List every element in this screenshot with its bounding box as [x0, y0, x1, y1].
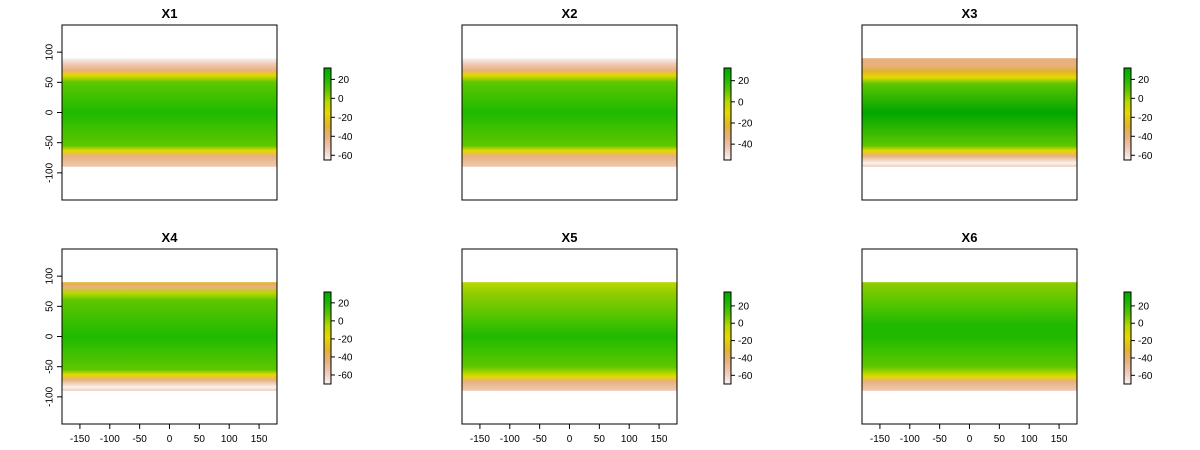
x-tick-label: 100: [1021, 434, 1038, 445]
legend-tick-label: -60: [738, 371, 753, 382]
x-tick-label: 150: [251, 434, 268, 445]
x-tick-label: 50: [994, 434, 1006, 445]
y-tick-label: 100: [45, 43, 56, 60]
heatmap-raster: [462, 58, 677, 167]
heatmap-raster: [862, 282, 1077, 391]
legend-tick-label: -20: [738, 336, 753, 347]
plot-frame: [461, 24, 678, 201]
legend-colorbar: [1123, 67, 1132, 161]
legend-colorbar: [323, 67, 332, 161]
y-tick-label: 50: [45, 76, 56, 88]
panel-X3: X3 20 0 -20 -40 -60: [861, 6, 1153, 201]
y-tick-label: 100: [45, 267, 56, 284]
x-tick-label: 150: [1051, 434, 1068, 445]
legend-tick-label: -40: [1138, 353, 1153, 364]
panel-X2: X2 20 0 -20 -40: [461, 6, 753, 201]
legend-colorbar: [323, 291, 332, 385]
legend-tick-label: -40: [738, 353, 753, 364]
x-tick-label: -50: [932, 434, 947, 445]
y-tick-label: -50: [45, 359, 56, 374]
x-tick-label: -50: [532, 434, 547, 445]
legend-tick-label: 0: [1138, 319, 1144, 330]
x-tick-label: 0: [167, 434, 173, 445]
x-tick-label: -150: [70, 434, 90, 445]
heatmap-raster: [62, 282, 277, 391]
legend-tick-label: 0: [738, 319, 744, 330]
legend-tick-label: 20: [1138, 75, 1150, 86]
panel-title: X4: [162, 230, 179, 245]
panel-title: X1: [162, 6, 178, 21]
x-tick-label: 0: [567, 434, 573, 445]
panel-title: X6: [962, 230, 978, 245]
y-tick-label: 50: [45, 300, 56, 312]
legend-tick-label: -60: [338, 151, 353, 162]
x-tick-label: 0: [967, 434, 973, 445]
panel-title: X3: [962, 6, 978, 21]
legend-tick-label: 20: [1138, 301, 1150, 312]
legend-colorbar: [723, 67, 732, 161]
panels: X1100500-50-100200-20-40-60X2200-20-40X3…: [45, 6, 1153, 445]
legend-tick-label: 0: [338, 316, 344, 327]
plot-frame: [861, 24, 1078, 201]
y-tick-label: 0: [45, 109, 56, 115]
legend-tick-label: 20: [738, 76, 750, 87]
x-tick-label: -150: [870, 434, 890, 445]
legend-tick-label: 0: [1138, 94, 1144, 105]
legend-tick-label: -60: [1138, 151, 1153, 162]
y-tick-label: 0: [45, 333, 56, 339]
x-tick-label: 100: [621, 434, 638, 445]
legend-tick-label: -20: [338, 113, 353, 124]
panel-title: X5: [562, 230, 578, 245]
x-tick-label: -150: [470, 434, 490, 445]
legend-tick-label: 20: [338, 298, 350, 309]
x-tick-label: -100: [100, 434, 120, 445]
x-tick-label: -100: [500, 434, 520, 445]
panel-X1: X1 100 50 0 -50 -100 20 0 -20 -40 -60: [45, 6, 353, 201]
legend-tick-label: -20: [338, 334, 353, 345]
legend-tick-label: 0: [738, 97, 744, 108]
legend-tick-label: -60: [338, 370, 353, 381]
y-tick-label: -100: [45, 162, 56, 182]
x-tick-label: -50: [132, 434, 147, 445]
legend-tick-label: -20: [1138, 113, 1153, 124]
x-tick-label: 100: [221, 434, 238, 445]
x-tick-label: 50: [594, 434, 606, 445]
legend-tick-label: -20: [1138, 336, 1153, 347]
heatmap-raster: [462, 282, 677, 391]
panel-title: X2: [562, 6, 578, 21]
x-tick-label: 150: [651, 434, 668, 445]
legend-tick-label: -40: [338, 132, 353, 143]
legend-tick-label: 20: [338, 75, 350, 86]
heatmap-raster: [62, 58, 277, 167]
y-tick-label: -100: [45, 386, 56, 406]
y-tick-label: -50: [45, 135, 56, 150]
legend-colorbar: [1123, 291, 1132, 385]
legend-tick-label: -40: [738, 140, 753, 151]
x-tick-label: -100: [900, 434, 920, 445]
legend-tick-label: 0: [338, 94, 344, 105]
legend-tick-label: -20: [738, 118, 753, 129]
legend-tick-label: -40: [1138, 132, 1153, 143]
x-tick-label: 50: [194, 434, 206, 445]
heatmap-raster: [862, 58, 1077, 167]
legend-tick-label: -60: [1138, 371, 1153, 382]
legend-tick-label: -40: [338, 352, 353, 363]
legend-colorbar: [723, 291, 732, 385]
legend-tick-label: 20: [738, 301, 750, 312]
